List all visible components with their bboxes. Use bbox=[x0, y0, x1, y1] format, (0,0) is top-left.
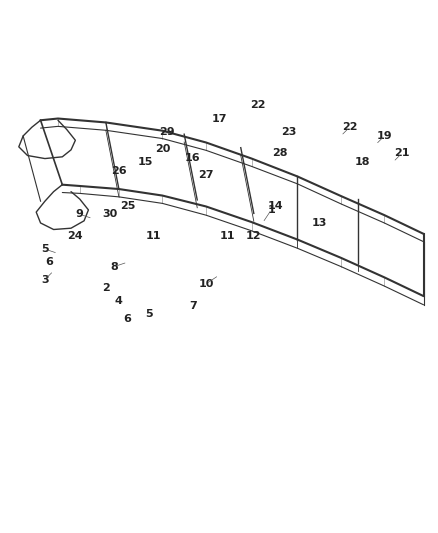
Text: 11: 11 bbox=[220, 231, 236, 241]
Text: 2: 2 bbox=[102, 283, 110, 293]
Text: 27: 27 bbox=[198, 170, 214, 180]
Text: 29: 29 bbox=[159, 126, 175, 136]
Text: 19: 19 bbox=[377, 131, 392, 141]
Text: 3: 3 bbox=[41, 274, 49, 285]
Text: 7: 7 bbox=[189, 301, 197, 311]
Text: 25: 25 bbox=[120, 200, 135, 211]
Text: 22: 22 bbox=[342, 122, 357, 132]
Text: 22: 22 bbox=[251, 100, 266, 110]
Text: 10: 10 bbox=[198, 279, 214, 289]
Text: 16: 16 bbox=[185, 152, 201, 163]
Text: 15: 15 bbox=[138, 157, 153, 167]
Text: 21: 21 bbox=[394, 148, 410, 158]
Text: 5: 5 bbox=[145, 309, 153, 319]
Text: 14: 14 bbox=[268, 200, 283, 211]
Text: 6: 6 bbox=[45, 257, 53, 267]
Text: 4: 4 bbox=[115, 296, 123, 306]
Text: 30: 30 bbox=[102, 209, 118, 219]
Text: 5: 5 bbox=[41, 244, 49, 254]
Text: 12: 12 bbox=[246, 231, 261, 241]
Text: 8: 8 bbox=[111, 262, 118, 271]
Text: 28: 28 bbox=[272, 148, 288, 158]
Text: 1: 1 bbox=[267, 205, 275, 215]
Text: 24: 24 bbox=[67, 231, 83, 241]
Text: 11: 11 bbox=[146, 231, 162, 241]
Text: 26: 26 bbox=[111, 166, 127, 176]
Text: 13: 13 bbox=[311, 218, 327, 228]
Text: 18: 18 bbox=[355, 157, 371, 167]
Text: 6: 6 bbox=[124, 314, 131, 324]
Text: 23: 23 bbox=[281, 126, 297, 136]
Text: 20: 20 bbox=[155, 144, 170, 154]
Text: 17: 17 bbox=[211, 114, 227, 124]
Text: 9: 9 bbox=[76, 209, 84, 219]
